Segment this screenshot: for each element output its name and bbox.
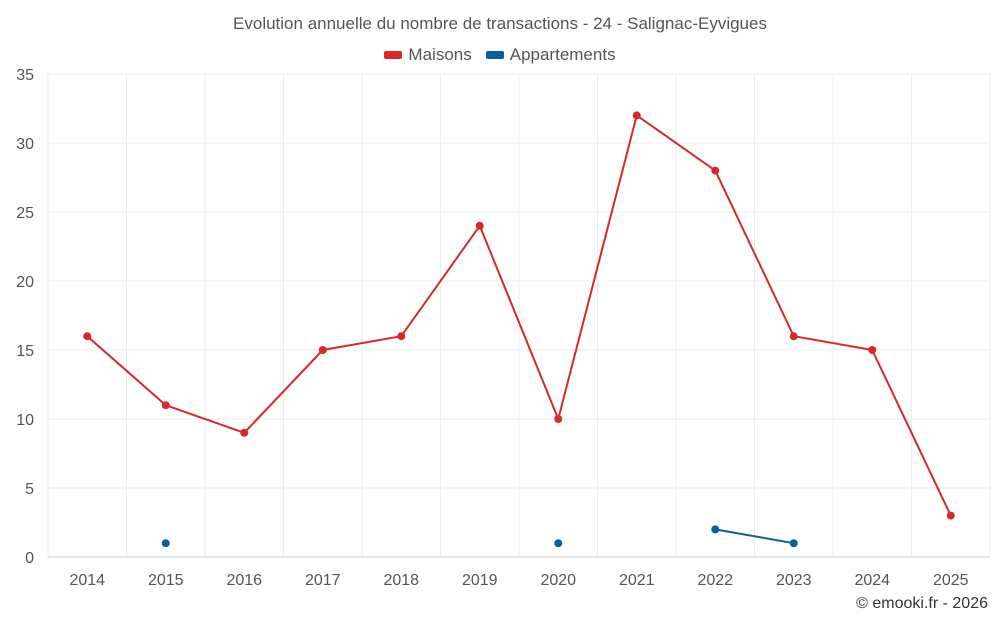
x-tick-label: 2019 — [462, 572, 498, 589]
x-tick-label: 2016 — [226, 572, 262, 589]
data-point-maisons — [946, 511, 955, 520]
legend-label-maisons: Maisons — [408, 45, 472, 64]
data-point-maisons — [397, 332, 406, 341]
legend-swatch-appartements — [485, 51, 504, 59]
x-tick-label: 2018 — [383, 572, 419, 589]
x-tick-label: 2017 — [305, 572, 341, 589]
data-point-maisons — [554, 415, 563, 423]
data-point-maisons — [475, 221, 484, 230]
legend: Maisons Appartements — [0, 45, 1000, 65]
y-tick-label: 0 — [25, 550, 34, 567]
y-tick-label: 20 — [16, 274, 34, 291]
data-point-maisons — [83, 332, 92, 341]
data-point-maisons — [789, 332, 798, 341]
legend-item-maisons[interactable]: Maisons — [384, 45, 472, 65]
y-tick-label: 10 — [16, 412, 34, 429]
data-point-maisons — [868, 346, 877, 354]
data-point-appartements — [554, 539, 563, 548]
y-tick-label: 35 — [16, 67, 34, 84]
data-point-appartements — [789, 539, 798, 548]
credits: © emooki.fr - 2026 — [856, 595, 988, 612]
data-point-appartements — [711, 525, 720, 534]
y-tick-label: 30 — [16, 136, 34, 153]
x-tick-label: 2024 — [854, 572, 890, 589]
chart-title: Evolution annuelle du nombre de transact… — [233, 14, 767, 33]
x-tick-label: 2025 — [933, 572, 969, 589]
data-point-maisons — [632, 111, 641, 120]
x-tick-label: 2023 — [776, 572, 812, 589]
x-tick-label: 2022 — [697, 572, 733, 589]
y-tick-label: 5 — [25, 481, 34, 498]
data-point-maisons — [318, 346, 327, 354]
x-tick-label: 2014 — [69, 572, 105, 589]
data-point-maisons — [161, 401, 170, 410]
legend-label-appartements: Appartements — [509, 45, 616, 64]
x-tick-label: 2015 — [148, 572, 184, 589]
data-point-appartements — [161, 539, 170, 548]
y-tick-label: 15 — [16, 343, 34, 360]
x-tick-label: 2020 — [540, 572, 576, 589]
series-line-maisons — [86, 114, 952, 517]
data-point-maisons — [711, 166, 720, 175]
series-line-appartements — [715, 528, 794, 545]
legend-item-appartements[interactable]: Appartements — [485, 45, 616, 65]
data-point-maisons — [240, 428, 249, 437]
legend-swatch-maisons — [384, 51, 403, 59]
y-tick-label: 25 — [16, 205, 34, 222]
x-tick-label: 2021 — [619, 572, 655, 589]
